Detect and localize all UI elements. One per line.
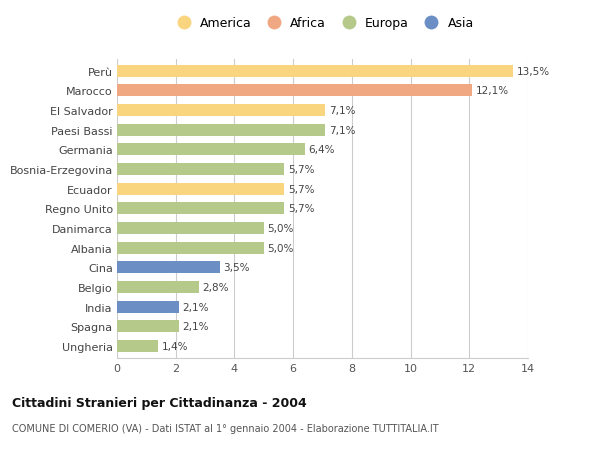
Text: 5,0%: 5,0% [268,224,293,234]
Text: 7,1%: 7,1% [329,106,355,116]
Bar [117,281,199,293]
Text: 5,7%: 5,7% [288,204,314,214]
Bar [117,262,220,274]
Bar [117,321,179,332]
Text: 5,7%: 5,7% [288,165,314,174]
Bar [117,183,284,195]
Text: 5,7%: 5,7% [288,184,314,194]
Bar [117,66,514,77]
Text: 2,1%: 2,1% [182,302,209,312]
Text: 1,4%: 1,4% [161,341,188,351]
Bar [117,242,264,254]
Bar [117,144,305,156]
Bar [117,341,158,352]
Text: 2,1%: 2,1% [182,322,209,331]
Text: Cittadini Stranieri per Cittadinanza - 2004: Cittadini Stranieri per Cittadinanza - 2… [12,396,307,409]
Text: 3,5%: 3,5% [223,263,250,273]
Text: 7,1%: 7,1% [329,125,355,135]
Text: 13,5%: 13,5% [517,67,550,77]
Bar [117,301,179,313]
Text: 12,1%: 12,1% [476,86,509,96]
Text: 5,0%: 5,0% [268,243,293,253]
Text: 6,4%: 6,4% [308,145,335,155]
Bar [117,85,472,97]
Bar [117,164,284,175]
Bar [117,203,284,215]
Text: 2,8%: 2,8% [203,282,229,292]
Bar [117,124,325,136]
Legend: America, Africa, Europa, Asia: America, Africa, Europa, Asia [166,12,479,35]
Text: COMUNE DI COMERIO (VA) - Dati ISTAT al 1° gennaio 2004 - Elaborazione TUTTITALIA: COMUNE DI COMERIO (VA) - Dati ISTAT al 1… [12,424,439,433]
Bar [117,223,264,235]
Bar [117,105,325,117]
